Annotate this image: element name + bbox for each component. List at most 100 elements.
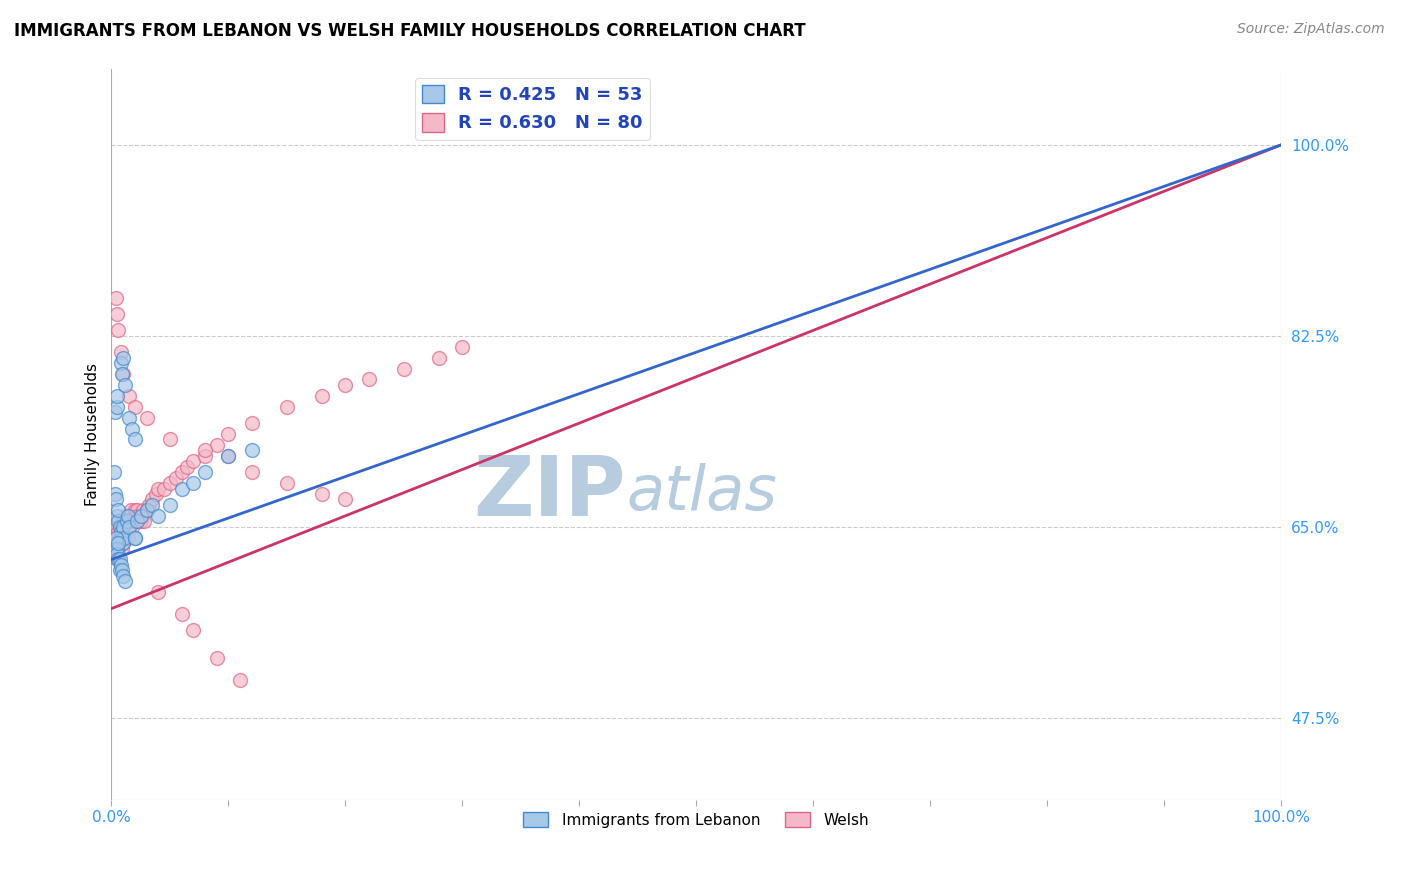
Point [153,482,176,496]
Point [181,624,204,638]
Point [110,525,132,540]
Point [117,531,139,545]
Point [134,514,156,528]
Point [115,525,138,540]
Point [112,514,135,528]
Point [124,503,146,517]
Point [311,389,333,403]
Point [127,514,149,528]
Point [229,673,252,687]
Point [112,531,135,545]
Point [132,503,155,517]
Point [427,351,450,365]
Point [357,372,380,386]
Point [107,514,129,528]
Point [128,514,150,528]
Point [111,367,134,381]
Point [118,389,141,403]
Point [112,525,135,540]
Point [127,503,149,517]
Point [111,520,134,534]
Point [110,356,132,370]
Point [104,514,127,528]
Point [205,650,228,665]
Point [105,389,128,403]
Point [124,531,146,545]
Point [105,531,128,545]
Point [170,482,193,496]
Point [112,514,135,528]
Point [170,607,193,621]
Point [105,552,128,566]
Point [107,541,129,556]
Point [181,454,204,468]
Point [111,563,134,577]
Point [112,536,135,550]
Point [105,307,128,321]
Point [115,514,138,528]
Point [112,520,135,534]
Point [108,536,131,550]
Point [105,536,128,550]
Point [120,514,142,528]
Point [127,508,149,523]
Point [129,508,152,523]
Point [276,476,298,491]
Point [141,498,163,512]
Point [107,525,129,540]
Point [176,459,198,474]
Point [105,492,128,507]
Point [138,498,160,512]
Point [103,541,125,556]
Point [148,508,170,523]
Point [103,465,125,479]
Point [105,291,128,305]
Point [135,503,157,517]
Point [124,433,146,447]
Point [104,547,127,561]
Point [311,487,333,501]
Point [217,449,239,463]
Point [124,514,146,528]
Point [112,536,135,550]
Point [110,558,132,572]
Point [194,443,217,458]
Text: atlas: atlas [626,462,778,523]
Point [105,536,128,550]
Point [121,520,143,534]
Text: IMMIGRANTS FROM LEBANON VS WELSH FAMILY HOUSEHOLDS CORRELATION CHART: IMMIGRANTS FROM LEBANON VS WELSH FAMILY … [14,22,806,40]
Point [135,503,157,517]
Point [111,541,134,556]
Point [107,536,129,550]
Point [118,520,141,534]
Point [105,547,128,561]
Legend: Immigrants from Lebanon, Welsh: Immigrants from Lebanon, Welsh [516,805,876,835]
Point [217,449,239,463]
Point [276,400,298,414]
Point [105,531,128,545]
Point [108,552,131,566]
Point [117,514,139,528]
Point [451,340,474,354]
Point [148,482,170,496]
Point [181,476,204,491]
Point [105,508,128,523]
Point [114,378,136,392]
Point [122,508,145,523]
Point [110,520,132,534]
Point [124,400,146,414]
Point [135,410,157,425]
Point [105,541,128,556]
Point [104,487,127,501]
Point [105,520,128,534]
Point [170,465,193,479]
Point [110,345,132,359]
Point [104,405,127,419]
Point [108,531,131,545]
Point [118,508,141,523]
Text: ZIP: ZIP [474,452,626,533]
Point [108,563,131,577]
Point [112,351,135,365]
Point [125,508,148,523]
Point [118,410,141,425]
